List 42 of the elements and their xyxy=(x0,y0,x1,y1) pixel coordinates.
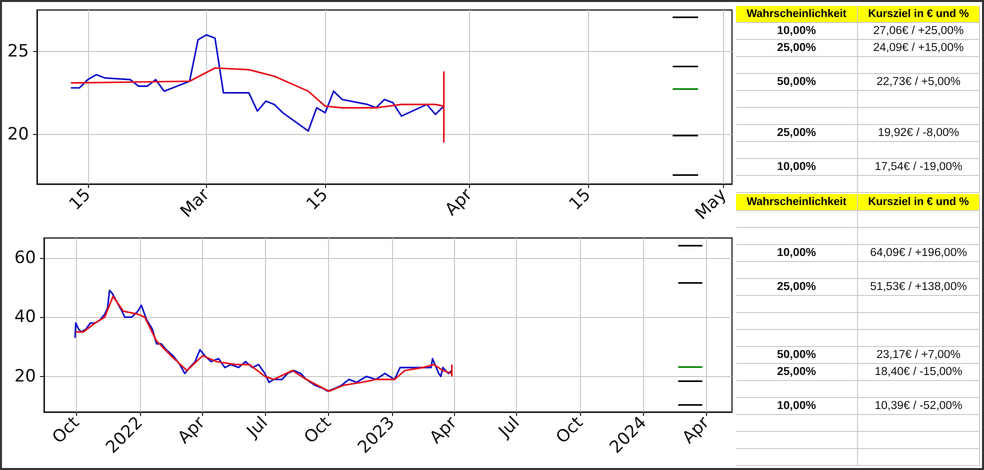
text: 10,00% xyxy=(776,247,816,259)
text: 18,40€ / -15,00% xyxy=(874,366,962,378)
y-tick-label: 20 xyxy=(14,366,36,386)
x-tick-label: Oct xyxy=(48,412,84,448)
text: 10,00% xyxy=(776,25,816,37)
text: 50,00% xyxy=(776,349,816,361)
text: 10,00% xyxy=(776,400,816,412)
text: 64,09€ / +196,00% xyxy=(870,247,967,259)
x-tick-label: Jul xyxy=(494,412,524,442)
x-tick-label: 15 xyxy=(65,184,95,214)
text: 23,17€ / +7,00% xyxy=(876,349,961,361)
text: 19,92€ / -8,00% xyxy=(878,127,960,139)
text: 17,54€ / -19,00% xyxy=(874,161,962,173)
text: 25,00% xyxy=(776,42,816,54)
x-tick-label: Jul xyxy=(242,412,272,442)
x-tick-label: Oct xyxy=(300,412,336,448)
text: 27,06€ / +25,00% xyxy=(873,25,964,37)
category-label: Kursziel in € und % xyxy=(858,194,980,210)
x-tick-label: Apr xyxy=(426,412,461,448)
y-tick-label: 20 xyxy=(7,124,29,144)
x-tick-label: Apr xyxy=(678,412,714,448)
text: 50,00% xyxy=(776,76,816,88)
category-label: Wahrscheinlichkeit xyxy=(736,194,858,210)
y-tick-label: 25 xyxy=(7,41,29,62)
x-tick-label: Oct xyxy=(552,412,588,448)
text: 10,00% xyxy=(776,161,816,173)
text: 24,09€ / +15,00% xyxy=(873,42,964,54)
category-label: Wahrscheinlichkeit xyxy=(736,6,858,22)
text: 51,53€ / +138,00% xyxy=(870,281,967,293)
text: 22,73€ / +5,00% xyxy=(876,76,961,88)
x-tick-label: Apr xyxy=(441,184,476,220)
x-tick-label: 15 xyxy=(566,184,595,214)
text: 25,00% xyxy=(776,366,816,378)
category-label: Kursziel in € und % xyxy=(858,6,980,22)
y-tick-label: 40 xyxy=(14,307,36,328)
x-tick-label: Apr xyxy=(174,412,210,448)
x-tick-label: 15 xyxy=(302,184,332,214)
x-tick-label: Mar xyxy=(176,184,214,222)
text: 10,39€ / -52,00% xyxy=(874,400,962,412)
text: 25,00% xyxy=(776,127,816,139)
y-tick-label: 60 xyxy=(14,248,36,268)
text: 25,00% xyxy=(776,281,816,293)
